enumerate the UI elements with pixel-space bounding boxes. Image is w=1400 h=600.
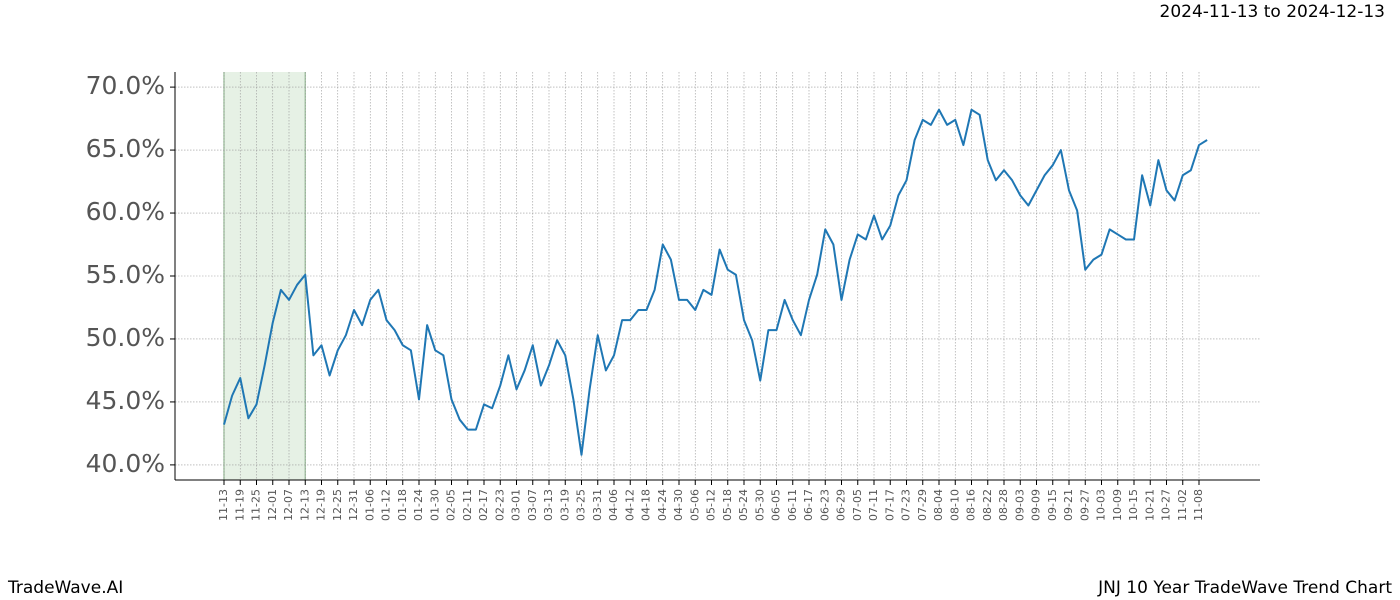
x-tick-label: 12-31 [347,489,360,521]
x-tick-label: 11-02 [1176,489,1189,521]
x-tick-label: 04-30 [672,489,685,521]
x-tick-label: 02-05 [445,489,458,521]
trend-line [223,108,1208,456]
x-tick-label: 12-25 [331,489,344,521]
x-tick-label: 08-04 [932,489,945,521]
y-tick-label: 50.0% [86,323,165,352]
x-tick-label: 06-23 [818,489,831,521]
x-tick-label: 12-07 [282,489,295,521]
x-tick-label: 01-12 [380,489,393,521]
x-tick-label: 04-18 [640,489,653,521]
x-tick-label: 10-27 [1160,489,1173,521]
x-tick-label: 01-30 [428,489,441,521]
x-tick-label: 08-28 [997,489,1010,521]
x-tick-label: 06-05 [770,489,783,521]
x-tick-label: 07-23 [900,489,913,521]
x-tick-label: 12-01 [266,489,279,521]
x-tick-label: 09-27 [1078,489,1091,521]
x-tick-label: 09-09 [1030,489,1043,521]
x-tick-label: 05-12 [705,489,718,521]
x-tick-label: 06-29 [835,489,848,521]
x-tick-label: 03-31 [591,489,604,521]
x-tick-label: 03-01 [510,489,523,521]
y-tick-label: 45.0% [86,386,165,415]
x-tick-label: 02-23 [493,489,506,521]
x-tick-label: 07-11 [867,489,880,521]
x-tick-label: 10-15 [1127,489,1140,521]
x-tick-label: 07-29 [916,489,929,521]
x-tick-label: 03-19 [558,489,571,521]
x-tick-label: 08-16 [965,489,978,521]
x-tick-label: 07-05 [851,489,864,521]
x-tick-label: 06-11 [786,489,799,521]
footer-right: JNJ 10 Year TradeWave Trend Chart [1097,578,1392,598]
chart-title: 2024-11-13 to 2024-12-13 [1160,2,1385,22]
y-tick-label: 60.0% [86,197,165,226]
x-tick-label: 10-03 [1095,489,1108,521]
x-tick-label: 01-18 [396,489,409,521]
y-tick-label: 55.0% [86,260,165,289]
footer-left: TradeWave.AI [7,578,123,598]
x-tick-label: 11-08 [1192,489,1205,521]
x-tick-label: 08-22 [981,489,994,521]
x-tick-label: 04-06 [607,489,620,521]
x-tick-label: 09-03 [1013,489,1026,521]
x-tick-label: 02-17 [477,489,490,521]
x-tick-label: 08-10 [948,489,961,521]
x-tick-label: 06-17 [802,489,815,521]
x-tick-label: 04-24 [656,489,669,521]
x-tick-label: 05-06 [688,489,701,521]
x-tick-label: 11-19 [233,489,246,521]
y-tick-label: 65.0% [86,134,165,163]
x-tick-label: 02-11 [461,489,474,521]
x-tick-label: 11-13 [217,489,230,521]
highlight-span [224,72,306,480]
x-tick-label: 12-13 [298,489,311,521]
y-tick-label: 70.0% [86,71,165,100]
x-tick-label: 11-25 [250,489,263,521]
x-tick-label: 10-21 [1143,489,1156,521]
x-tick-label: 07-17 [883,489,896,521]
x-tick-label: 01-24 [412,489,425,521]
y-tick-label: 40.0% [86,449,165,478]
x-tick-label: 12-19 [315,489,328,521]
x-tick-label: 03-25 [575,489,588,521]
x-tick-label: 05-30 [753,489,766,521]
x-tick-label: 05-18 [721,489,734,521]
x-tick-label: 09-15 [1046,489,1059,521]
x-tick-label: 03-07 [526,489,539,521]
x-tick-label: 03-13 [542,489,555,521]
x-tick-label: 05-24 [737,489,750,521]
x-tick-label: 01-06 [363,489,376,521]
x-tick-label: 09-21 [1062,489,1075,521]
x-tick-label: 10-09 [1111,489,1124,521]
x-tick-label: 04-12 [623,489,636,521]
